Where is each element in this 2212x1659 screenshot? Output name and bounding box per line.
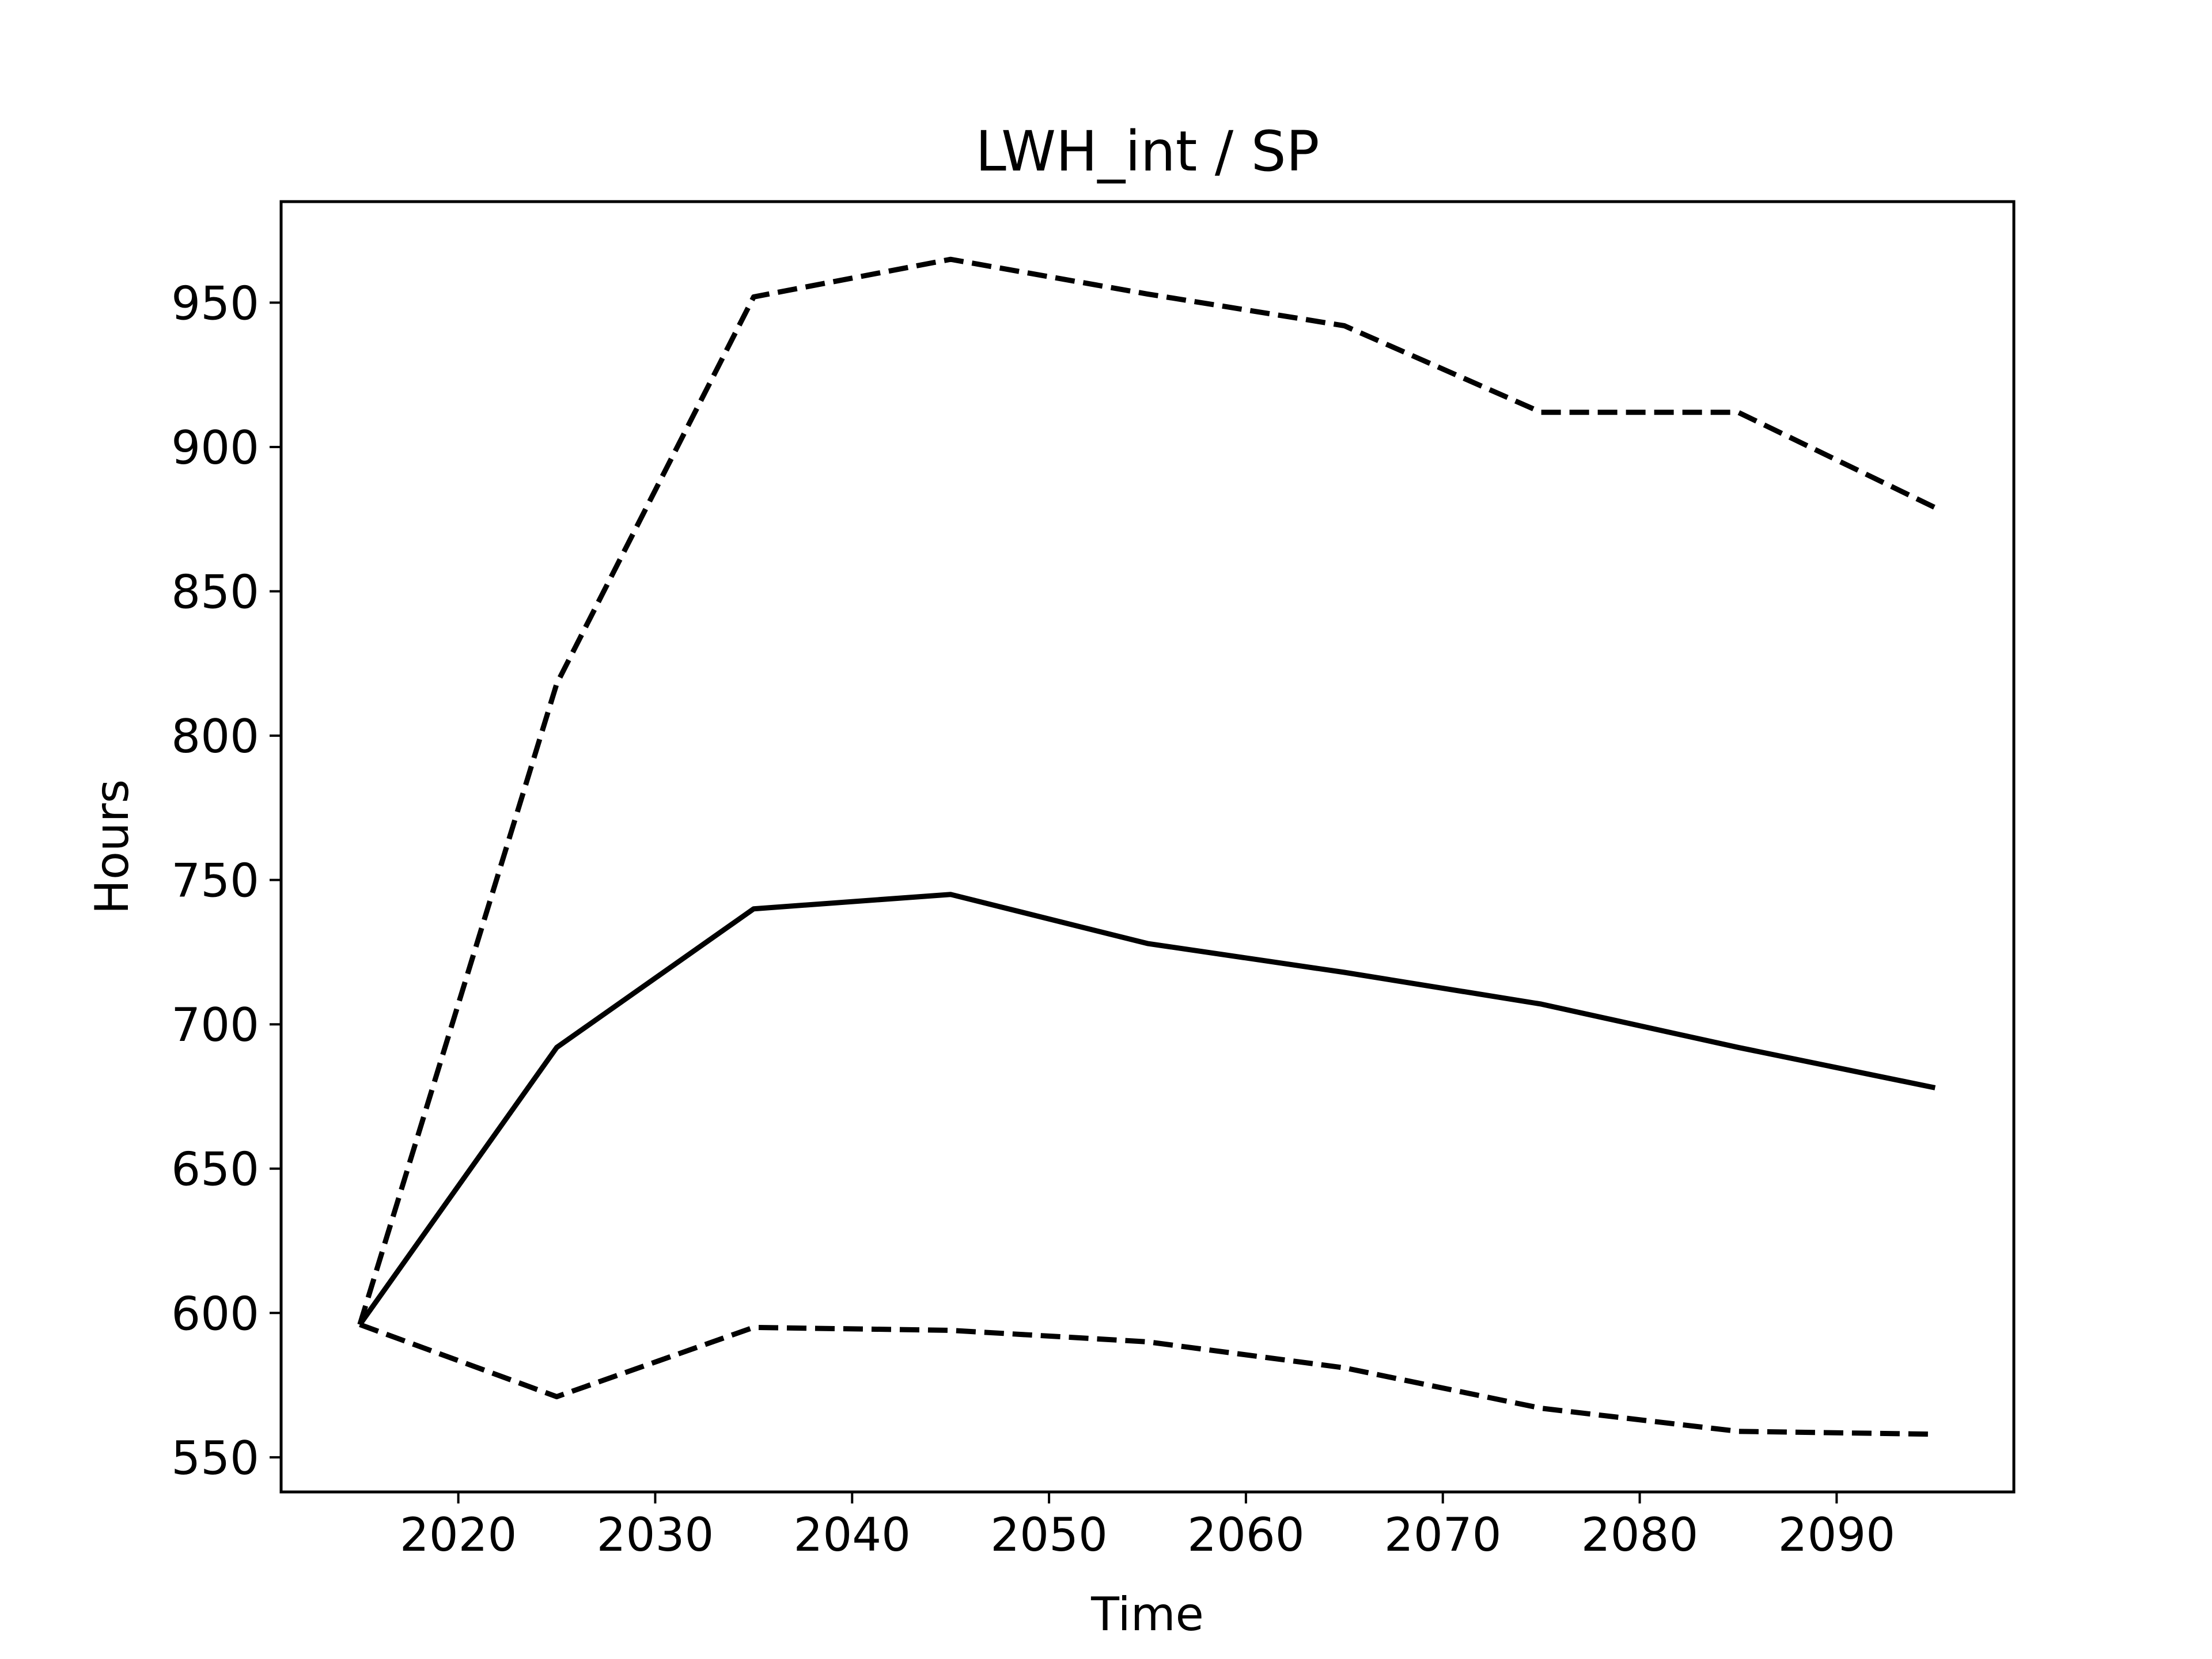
x-tick-label: 2080	[1581, 1508, 1699, 1562]
series-line-1-dashed	[357, 256, 1937, 1325]
x-tick-label: 2040	[793, 1508, 911, 1562]
x-tick-label: 2050	[990, 1508, 1108, 1562]
y-tick-label: 550	[171, 1431, 259, 1485]
x-axis-title: Time	[1090, 1588, 1204, 1641]
y-tick-label: 950	[171, 276, 259, 330]
series-line-2-solid	[358, 892, 1936, 1327]
ticks-layer: 2020 2030 2040 2050 2060 2070 2080 2090 550 600 65…	[171, 276, 1895, 1562]
x-tick-label: 2060	[1187, 1508, 1305, 1562]
y-axis-title: Hours	[85, 779, 139, 914]
y-tick-label: 900	[171, 421, 259, 475]
y-tick-label: 850	[171, 566, 259, 619]
y-tick-label: 600	[171, 1287, 259, 1340]
y-tick-label: 700	[171, 998, 259, 1052]
x-tick-label: 2030	[597, 1508, 714, 1562]
y-tick-label: 650	[171, 1143, 259, 1196]
series-line-3-dashed	[359, 1322, 1936, 1437]
y-tick-label: 800	[171, 710, 259, 763]
series-layer	[357, 256, 1937, 1437]
x-tick-label: 2070	[1384, 1508, 1502, 1562]
x-tick-label: 2090	[1778, 1508, 1896, 1562]
plot-area-frame	[279, 200, 2016, 1494]
y-tick-label: 750	[171, 854, 259, 908]
x-tick-label: 2020	[400, 1508, 517, 1562]
chart-title: LWH_int / SP	[975, 119, 1319, 184]
